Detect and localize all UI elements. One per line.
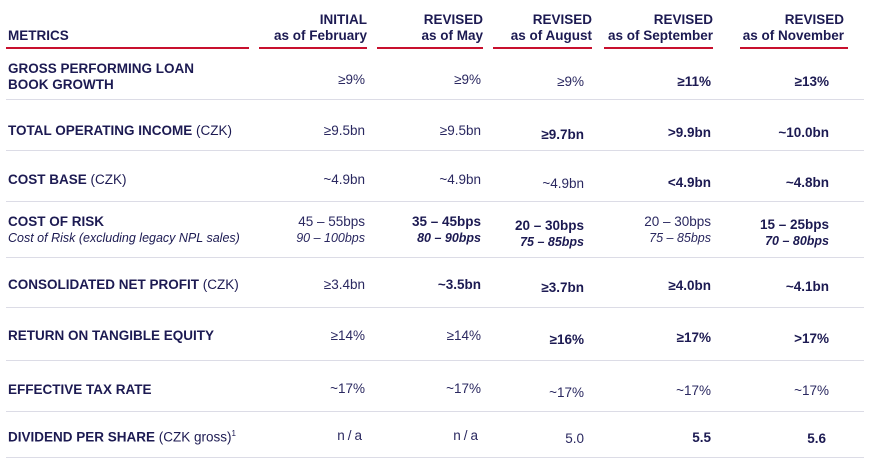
header-col-february-title: INITIAL <box>319 12 367 27</box>
footnote-marker: 1 <box>231 429 236 438</box>
row-divider <box>6 360 864 361</box>
metric-label-cost-base: COST BASE (CZK) <box>8 172 127 187</box>
value-cost-of-risk-aug: 20 – 30bps 75 – 85bps <box>514 218 584 249</box>
header-col-may-title: REVISED <box>423 12 483 27</box>
value-operating-income-may: ≥9.5bn <box>439 123 481 138</box>
metric-label-net-profit: CONSOLIDATED NET PROFIT (CZK) <box>8 277 239 292</box>
value-cost-base-sep: <4.9bn <box>667 175 711 190</box>
value-cost-of-risk-sep: 20 – 30bps 75 – 85bps <box>644 214 711 245</box>
value-operating-income-feb: ≥9.5bn <box>323 123 365 138</box>
value-tax-rate-nov: ~17% <box>794 383 829 398</box>
value-dividend-nov: 5.6 <box>807 431 826 446</box>
value-rote-nov: >17% <box>794 331 829 346</box>
metric-label-operating-income: TOTAL OPERATING INCOME (CZK) <box>8 123 233 138</box>
row-divider <box>6 307 864 308</box>
value-cost-of-risk-may: 35 – 45bps 80 – 90bps <box>411 214 481 245</box>
header-underline-november <box>740 47 848 49</box>
value-net-profit-aug: ≥3.7bn <box>541 280 584 295</box>
value-rote-sep: ≥17% <box>676 330 711 345</box>
metrics-header: METRICS <box>8 28 69 43</box>
header-underline-february <box>259 47 367 49</box>
value-cost-base-nov: ~4.8bn <box>785 175 829 190</box>
value-net-profit-feb: ≥3.4bn <box>323 277 365 292</box>
value-loan-growth-nov: ≥13% <box>794 74 829 89</box>
row-divider <box>6 457 864 458</box>
value-tax-rate-feb: ~17% <box>330 381 365 396</box>
header-col-august: REVISED as of August <box>493 12 592 44</box>
header-col-november-title: REVISED <box>784 12 844 27</box>
value-net-profit-sep: ≥4.0bn <box>668 278 711 293</box>
value-cost-base-may: ~4.9bn <box>439 172 481 187</box>
value-tax-rate-aug: ~17% <box>549 385 584 400</box>
row-divider <box>6 150 864 151</box>
header-col-february-subtitle: as of February <box>273 28 367 43</box>
value-tax-rate-may: ~17% <box>446 381 481 396</box>
value-dividend-aug: 5.0 <box>565 431 584 446</box>
value-loan-growth-sep: ≥11% <box>677 74 711 89</box>
header-col-august-title: REVISED <box>532 12 592 27</box>
value-operating-income-sep: >9.9bn <box>667 125 711 140</box>
metric-label-loan-growth: GROSS PERFORMING LOAN BOOK GROWTH <box>8 61 195 92</box>
header-underline-september <box>604 47 713 49</box>
value-loan-growth-feb: ≥9% <box>338 72 365 87</box>
value-cost-of-risk-feb: 45 – 55bps 90 – 100bps <box>296 214 365 245</box>
value-rote-feb: ≥14% <box>330 328 365 343</box>
value-rote-aug: ≥16% <box>549 332 584 347</box>
value-loan-growth-aug: ≥9% <box>557 74 584 89</box>
header-col-november: REVISED as of November <box>740 12 844 44</box>
header-col-may: REVISED as of May <box>377 12 483 44</box>
value-cost-of-risk-nov: 15 – 25bps 70 – 80bps <box>759 217 829 248</box>
header-col-february: INITIAL as of February <box>259 12 367 44</box>
header-col-august-subtitle: as of August <box>510 28 592 43</box>
value-net-profit-nov: ~4.1bn <box>785 279 829 294</box>
value-cost-base-feb: ~4.9bn <box>323 172 365 187</box>
value-dividend-feb: n/a <box>337 428 365 443</box>
metric-label-cost-of-risk: COST OF RISK Cost of Risk (excluding leg… <box>8 214 240 245</box>
row-divider <box>6 411 864 412</box>
header-col-september-subtitle: as of September <box>607 28 713 43</box>
row-divider <box>6 257 864 258</box>
header-col-september: REVISED as of September <box>604 12 713 44</box>
value-tax-rate-sep: ~17% <box>676 383 711 398</box>
value-cost-base-aug: ~4.9bn <box>542 176 584 191</box>
header-underline-august <box>493 47 592 49</box>
metric-label-tax-rate: EFFECTIVE TAX RATE <box>8 382 152 397</box>
header-underline-may <box>377 47 483 49</box>
metric-label-rote: RETURN ON TANGIBLE EQUITY <box>8 328 215 343</box>
value-rote-may: ≥14% <box>446 328 481 343</box>
value-operating-income-nov: ~10.0bn <box>778 125 829 140</box>
value-operating-income-aug: ≥9.7bn <box>541 127 584 142</box>
metric-label-dividend: DIVIDEND PER SHARE (CZK gross)1 <box>8 429 236 445</box>
header-col-may-subtitle: as of May <box>421 28 483 43</box>
header-col-november-subtitle: as of November <box>742 28 844 43</box>
value-net-profit-may: ~3.5bn <box>437 277 481 292</box>
row-divider <box>6 99 864 100</box>
metric-sublabel-cost-of-risk: Cost of Risk (excluding legacy NPL sales… <box>8 231 240 245</box>
value-dividend-sep: 5.5 <box>692 430 711 445</box>
value-dividend-may: n/a <box>453 428 481 443</box>
value-loan-growth-may: ≥9% <box>454 72 481 87</box>
header-col-september-title: REVISED <box>653 12 713 27</box>
header-underline-metrics <box>6 47 249 49</box>
row-divider <box>6 201 864 202</box>
